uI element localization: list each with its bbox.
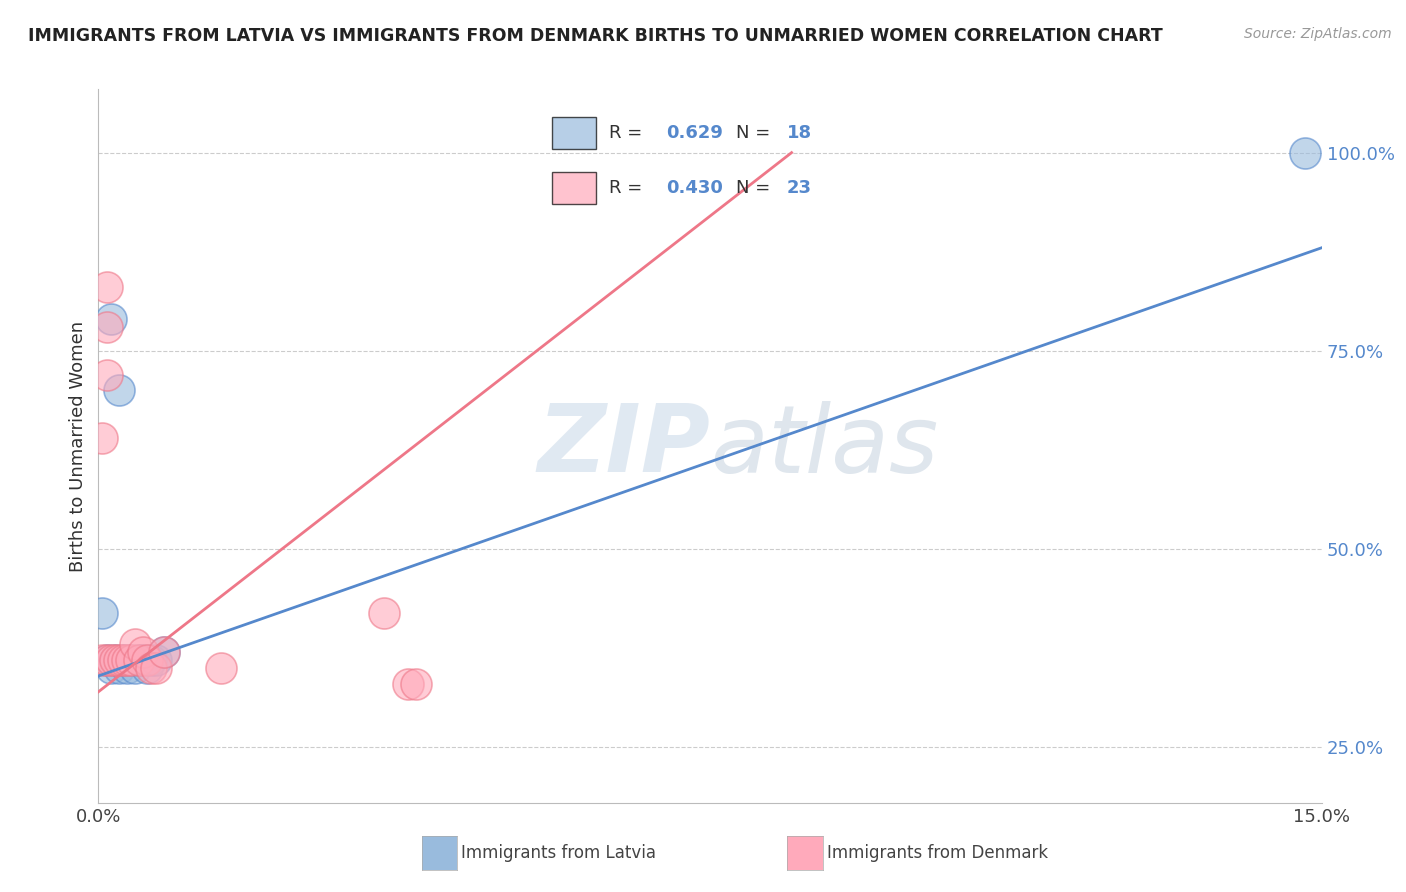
Text: Source: ZipAtlas.com: Source: ZipAtlas.com (1244, 27, 1392, 41)
Point (111, 653, 134, 667)
Point (132, 653, 155, 667)
Point (100, 312, 122, 326)
Point (145, 661, 167, 675)
Text: atlas: atlas (710, 401, 938, 491)
Text: ZIP: ZIP (537, 400, 710, 492)
Point (91, 606, 114, 620)
Point (136, 661, 159, 675)
Point (91, 653, 114, 667)
Point (115, 653, 138, 667)
Point (124, 637, 146, 651)
Point (405, 677, 427, 691)
Point (128, 653, 150, 667)
Point (120, 653, 142, 667)
Text: IMMIGRANTS FROM LATVIA VS IMMIGRANTS FROM DENMARK BIRTHS TO UNMARRIED WOMEN CORR: IMMIGRANTS FROM LATVIA VS IMMIGRANTS FRO… (28, 27, 1163, 45)
Point (108, 653, 131, 667)
Point (96, 653, 118, 667)
Point (152, 645, 174, 659)
Text: Immigrants from Denmark: Immigrants from Denmark (827, 844, 1047, 862)
Point (396, 677, 419, 691)
Point (96, 320, 118, 334)
Point (91, 431, 114, 445)
Point (104, 653, 127, 667)
Point (132, 645, 155, 659)
Point (108, 661, 131, 675)
Point (100, 661, 122, 675)
Point (209, 661, 232, 675)
Point (152, 645, 174, 659)
Point (96, 653, 118, 667)
Point (128, 653, 150, 667)
Point (136, 653, 159, 667)
Point (100, 653, 122, 667)
Point (124, 661, 146, 675)
Point (141, 661, 163, 675)
Point (96, 368, 118, 382)
Point (120, 653, 142, 667)
Point (96, 280, 118, 294)
Point (1294, 145, 1316, 160)
Point (141, 653, 163, 667)
Point (145, 653, 167, 667)
Point (104, 653, 127, 667)
Text: Immigrants from Latvia: Immigrants from Latvia (461, 844, 657, 862)
Y-axis label: Births to Unmarried Women: Births to Unmarried Women (69, 320, 87, 572)
Point (111, 653, 134, 667)
Point (373, 606, 395, 620)
Point (108, 384, 131, 398)
Point (115, 661, 138, 675)
